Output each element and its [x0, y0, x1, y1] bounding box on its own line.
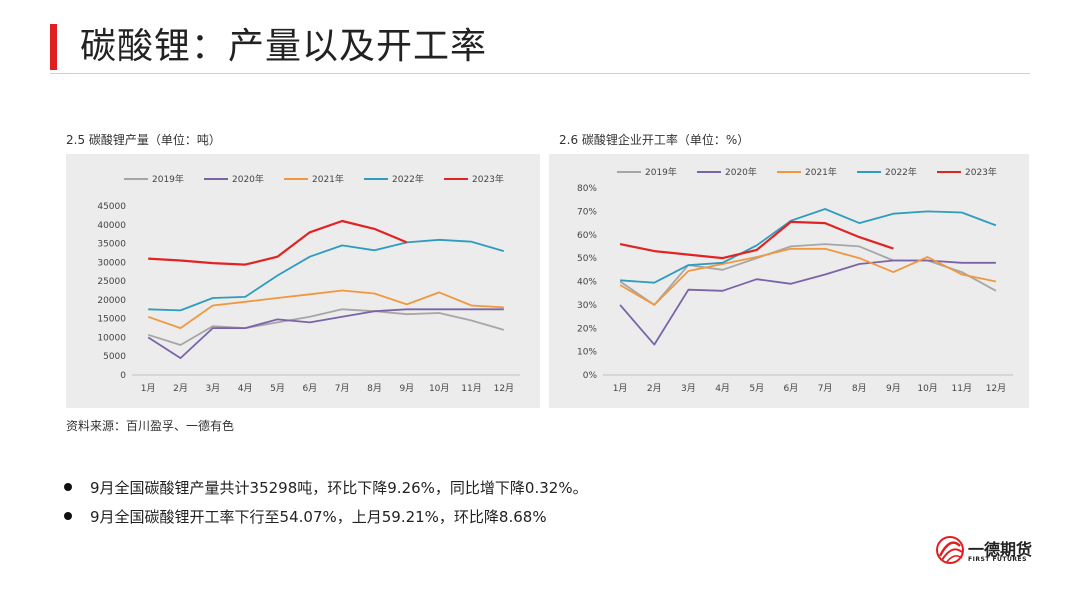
legend-label: 2019年	[645, 166, 677, 178]
y-tick-label: 70%	[577, 207, 597, 217]
series-line-2022	[620, 208, 997, 284]
y-tick-label: 30%	[577, 301, 597, 311]
y-tick-label: 20%	[577, 324, 597, 334]
bullet-text: 9月全国碳酸锂产量共计35298吨，环比下降9.26%，同比增下降0.32%。	[90, 479, 588, 497]
page-title: 碳酸锂：产量以及开工率	[80, 26, 488, 67]
y-tick-label: 40000	[97, 221, 126, 231]
chart-production: 0 5000 10000 15000 20000 25000 30000 35000 40000…	[66, 154, 540, 408]
y-tick-label: 80%	[577, 184, 597, 194]
x-tick-label: 1月	[141, 383, 156, 394]
y-tick-label: 35000	[97, 240, 126, 250]
legend-label: 2023年	[965, 166, 997, 178]
x-tick-label: 11月	[461, 383, 481, 394]
logo-name-en: FIRST FUTURES	[968, 556, 1027, 563]
x-tick-label: 8月	[367, 383, 382, 394]
x-tick-label: 10月	[917, 383, 937, 394]
x-tick-label: 9月	[399, 383, 414, 394]
series-line-2021	[619, 247, 997, 306]
logo-emblem-icon	[936, 536, 964, 564]
y-tick-label: 10000	[97, 333, 126, 343]
y-tick-label: 20000	[97, 296, 126, 306]
x-tick-label: 9月	[886, 383, 901, 394]
series-line-2021	[147, 289, 504, 330]
title-accent-bar	[50, 24, 57, 70]
x-tick-label: 4月	[238, 383, 253, 394]
chart-utilization-svg: 0% 10% 20% 30% 40% 50% 60% 70% 80% 1月 2月 3月 4月 5月 6月 7月…	[577, 166, 1013, 394]
series-line-2019	[619, 243, 997, 306]
y-tick-label: 45000	[97, 202, 126, 212]
y-tick-label: 0	[120, 371, 126, 381]
x-tick-label: 11月	[952, 383, 972, 394]
x-tick-label: 6月	[302, 383, 317, 394]
x-tick-label: 6月	[784, 383, 799, 394]
y-tick-label: 0%	[583, 371, 598, 381]
x-tick-label: 5月	[270, 383, 285, 394]
series-line-2023	[619, 220, 894, 260]
x-tick-label: 4月	[715, 383, 730, 394]
y-tick-label: 60%	[577, 231, 597, 241]
logo-name-cn: 一德期货	[968, 540, 1033, 559]
y-tick-label: 30000	[97, 258, 126, 268]
y-tick-label: 5000	[103, 352, 126, 362]
bullet-text: 9月全国碳酸锂开工率下行至54.07%，上月59.21%，环比降8.68%	[90, 508, 547, 526]
y-tick-label: 50%	[577, 254, 597, 264]
y-tick-label: 40%	[577, 278, 597, 288]
series-line-2022	[148, 238, 505, 312]
x-tick-label: 1月	[613, 383, 628, 394]
x-tick-label: 7月	[335, 383, 350, 394]
legend-label: 2020年	[232, 173, 264, 185]
source-note: 资料来源：百川盈孚、一德有色	[66, 419, 235, 433]
company-logo: 一德期货 FIRST FUTURES	[934, 532, 1034, 572]
x-tick-label: 12月	[494, 383, 514, 394]
y-tick-label: 10%	[577, 348, 597, 358]
legend-label: 2021年	[805, 166, 837, 178]
bullet-dot	[64, 512, 72, 520]
x-tick-label: 7月	[818, 383, 833, 394]
legend-label: 2020年	[725, 166, 757, 178]
x-tick-label: 3月	[681, 383, 696, 394]
legend-label: 2022年	[392, 173, 424, 185]
title-divider	[50, 73, 1030, 74]
legend-label: 2021年	[312, 173, 344, 185]
x-tick-label: 5月	[749, 383, 764, 394]
y-tick-label: 25000	[97, 277, 126, 287]
x-tick-label: 12月	[986, 383, 1006, 394]
x-tick-label: 8月	[852, 383, 867, 394]
chart-production-svg: 0 5000 10000 15000 20000 25000 30000 35000 40000…	[97, 173, 520, 394]
x-tick-label: 3月	[205, 383, 220, 394]
series-line-2023	[148, 219, 408, 266]
series-line-2020	[619, 259, 996, 346]
chart-caption-production: 2.5 碳酸锂产量（单位：吨）	[66, 133, 221, 147]
legend-label: 2022年	[885, 166, 917, 178]
legend-label: 2019年	[152, 173, 184, 185]
y-tick-label: 15000	[97, 315, 126, 325]
x-tick-label: 2月	[647, 383, 662, 394]
chart-utilization: 0% 10% 20% 30% 40% 50% 60% 70% 80% 1月 2月 3月 4月 5月 6月 7月…	[549, 154, 1029, 408]
chart-caption-utilization: 2.6 碳酸锂企业开工率（单位：%）	[559, 133, 750, 147]
x-tick-label: 2月	[173, 383, 188, 394]
series-line-2020	[147, 308, 504, 360]
series-line-2019	[147, 308, 505, 346]
x-tick-label: 10月	[429, 383, 449, 394]
legend-label: 2023年	[472, 173, 504, 185]
bullet-dot	[64, 483, 72, 491]
